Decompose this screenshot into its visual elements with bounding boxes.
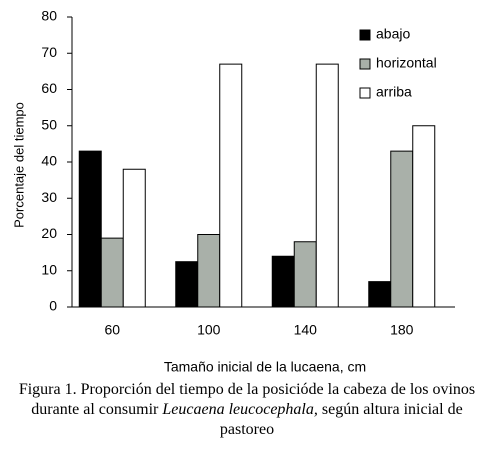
bar [271,255,295,308]
caption-text: Figura 1. Proporción del tiempo de la po… [18,381,476,418]
legend-label: horizontal [376,55,437,71]
bar [390,150,414,308]
caption: Figura 1. Proporción del tiempo de la po… [12,380,482,440]
legend-label: arriba [376,84,412,100]
y-tick-label: 60 [41,80,57,96]
legend-label: abajo [376,26,410,42]
bar [78,150,102,308]
bar [368,281,392,308]
bar [315,63,339,308]
caption-text: según altura inicial de pastoreo [219,401,463,438]
y-tick-label: 20 [41,225,57,241]
bar [412,125,436,308]
bar [219,63,243,308]
legend-swatch [359,29,371,41]
y-tick-label: 30 [41,189,57,205]
x-tick-label: 100 [197,322,221,338]
y-tick-label: 50 [41,116,57,132]
legend-swatch [359,87,371,99]
y-tick-label: 70 [41,44,57,60]
bar [100,237,124,308]
y-axis-title: Porcentaje del tiempo [11,102,26,228]
bar [293,241,317,308]
y-tick-label: 10 [41,261,57,277]
x-tick-label: 60 [104,322,120,338]
y-tick-label: 80 [41,8,57,24]
x-tick-label: 140 [294,322,318,338]
caption-species: Leucaena leucocephala, [162,401,318,418]
chart: Porcentaje del tiempo Tamaño inicial de … [11,8,455,375]
y-tick-label: 40 [41,153,57,169]
legend-swatch [359,58,371,70]
y-tick-label: 0 [49,298,57,314]
bar [197,234,221,308]
x-tick-label: 180 [390,322,414,338]
bar [175,261,199,308]
x-axis-title: Tamaño inicial de la lucaena, cm [164,359,366,375]
bar [122,168,146,308]
